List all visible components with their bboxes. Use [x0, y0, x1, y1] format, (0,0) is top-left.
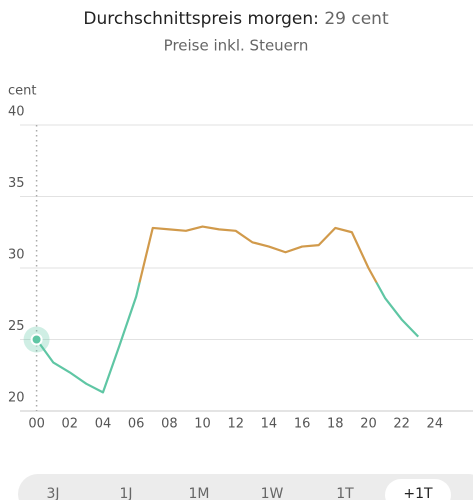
header-title: Durchschnittspreis morgen: 29 cent [83, 9, 389, 29]
y-tick-label: 20 [8, 391, 25, 406]
x-tick-label: 08 [161, 417, 178, 432]
tab[interactable]: 3J [46, 486, 59, 500]
x-tick-label: 02 [62, 417, 79, 432]
tab[interactable]: 1W [261, 486, 284, 500]
x-tick-label: 24 [427, 417, 444, 432]
title-label: Durchschnittspreis morgen: [83, 9, 319, 29]
tab-selected-bg [385, 479, 451, 500]
marker [30, 333, 43, 346]
x-tick-label: 20 [360, 417, 377, 432]
x-tick-label: 14 [261, 417, 278, 432]
y-tick-label: 25 [8, 319, 25, 334]
tab-bar [18, 474, 473, 500]
subtitle: Preise inkl. Steuern [164, 37, 309, 55]
tab[interactable]: 1M [189, 486, 210, 500]
x-tick-label: 12 [227, 417, 244, 432]
y-tick-label: 30 [8, 248, 25, 263]
x-tick-label: 10 [194, 417, 211, 432]
x-tick-label: 18 [327, 417, 344, 432]
y-tick-label: 40 [8, 105, 25, 120]
x-tick-label: 04 [95, 417, 112, 432]
x-tick-label: 00 [28, 417, 45, 432]
tab[interactable]: +1T [403, 486, 433, 500]
price-line [35, 225, 420, 394]
x-tick-label: 16 [294, 417, 311, 432]
tab[interactable]: 1T [336, 486, 354, 500]
tab[interactable]: 1J [119, 486, 132, 500]
axis-unit: cent [8, 84, 36, 99]
average-value: 29 [324, 9, 346, 29]
y-tick-label: 35 [8, 176, 25, 191]
x-tick-label: 22 [393, 417, 410, 432]
x-tick-label: 06 [128, 417, 145, 432]
average-unit: cent [351, 9, 389, 29]
